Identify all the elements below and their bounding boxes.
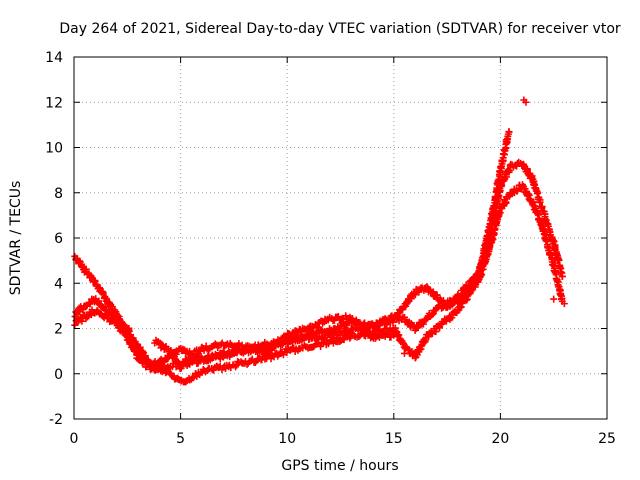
y-tick-label: -2: [49, 412, 63, 428]
data-point: [343, 321, 351, 329]
x-tick-label: 5: [176, 431, 185, 447]
data-point: [411, 291, 419, 299]
data-point: [267, 346, 275, 354]
x-tick-label: 20: [491, 431, 509, 447]
data-point: [457, 303, 465, 311]
data-point: [383, 318, 391, 326]
y-tick-label: 4: [54, 276, 63, 292]
grid: [74, 57, 607, 419]
data-point: [101, 294, 109, 302]
y-axis-title: SDTVAR / TECUs: [8, 181, 24, 296]
y-tick-labels: -2 0 2 4 6 8 10 12 14: [45, 50, 63, 428]
data-point: [504, 132, 512, 140]
y-tick-label: 12: [45, 95, 63, 111]
x-tick-label: 0: [70, 431, 79, 447]
data-point: [144, 361, 152, 369]
data-point: [522, 98, 530, 106]
y-tick-label: 0: [54, 367, 63, 383]
data-point: [536, 198, 544, 206]
data-point: [556, 291, 564, 299]
data-points: [71, 96, 568, 386]
x-axis-title: GPS time / hours: [281, 458, 398, 474]
axis-ticks: [73, 56, 608, 420]
y-tick-label: 14: [45, 50, 63, 66]
data-point: [400, 349, 408, 357]
data-point: [534, 210, 542, 218]
data-point: [505, 128, 513, 136]
data-point: [314, 323, 322, 331]
data-point: [494, 192, 502, 200]
chart-title: Day 264 of 2021, Sidereal Day-to-day VTE…: [59, 21, 621, 37]
data-point: [454, 291, 462, 299]
x-tick-label: 10: [278, 431, 296, 447]
data-point: [346, 334, 354, 342]
data-point: [78, 317, 86, 325]
x-tick-label: 25: [598, 431, 616, 447]
y-tick-label: 2: [54, 322, 63, 338]
data-point: [365, 327, 373, 335]
data-point: [524, 190, 532, 198]
data-point: [539, 227, 547, 235]
x-tick-label: 15: [385, 431, 403, 447]
data-point: [71, 321, 79, 329]
data-point: [410, 289, 418, 297]
y-tick-label: 10: [45, 141, 63, 157]
data-point: [560, 300, 568, 308]
y-tick-label: 6: [54, 231, 63, 247]
data-point: [274, 341, 282, 349]
data-point: [505, 167, 513, 175]
data-point: [558, 272, 566, 280]
data-point: [533, 190, 541, 198]
y-tick-label: 8: [54, 186, 63, 202]
x-tick-labels: 0 5 10 15 20 25: [70, 431, 616, 447]
data-point: [419, 320, 427, 328]
data-point: [491, 225, 499, 233]
data-point: [390, 331, 398, 339]
data-point: [498, 181, 506, 189]
data-point: [550, 295, 558, 303]
